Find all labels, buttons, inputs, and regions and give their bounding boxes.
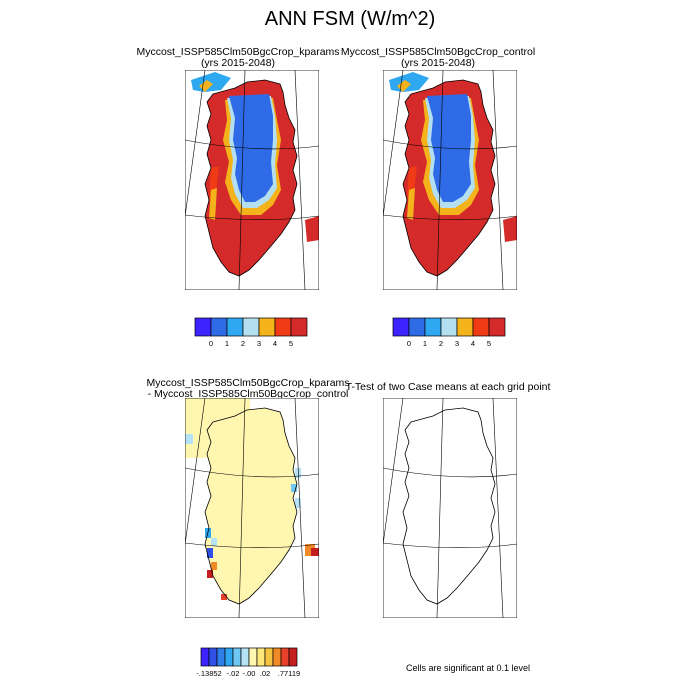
colorbar-control: 0 1 2 3 4 5 [392, 317, 506, 348]
colorbar-swatch [248, 647, 258, 667]
colorbar-swatch [194, 317, 212, 337]
panel-3-case: Myccost_ISSP585Clm50BgcCrop_kparams [146, 377, 350, 389]
colorbar-swatch [200, 647, 210, 667]
colorbar-label: 1 [225, 339, 229, 348]
panel-3-diff: - Myccost_ISSP585Clm50BgcCrop_control [147, 388, 349, 400]
colorbar-label: -.00 [243, 669, 256, 678]
panel-2-case: Myccost_ISSP585Clm50BgcCrop_control [340, 46, 536, 58]
colorbar-label: 4 [273, 339, 277, 348]
colorbar-label: 2 [439, 339, 443, 348]
colorbar-swatch [226, 317, 244, 337]
colorbar-swatch [210, 317, 228, 337]
colorbar-label: 0 [407, 339, 411, 348]
colorbar-swatch [208, 647, 218, 667]
colorbar-swatch [224, 647, 234, 667]
page-title: ANN FSM (W/m^2) [264, 8, 436, 30]
colorbar-swatch [488, 317, 506, 337]
significance-note: Cells are significant at 0.1 level [405, 663, 531, 673]
colorbar-label: 4 [471, 339, 475, 348]
colorbar-swatch [272, 647, 282, 667]
colorbar-swatch [216, 647, 226, 667]
colorbar-swatch [232, 647, 242, 667]
colorbar-label: 1 [423, 339, 427, 348]
colorbar-label: -.13852 [196, 669, 221, 678]
colorbar-label: 3 [455, 339, 459, 348]
colorbar-swatch [258, 317, 276, 337]
colorbar-swatch [472, 317, 490, 337]
colorbar-label: -.02 [227, 669, 240, 678]
colorbar-label: .02 [260, 669, 270, 678]
colorbar-label: 5 [289, 339, 293, 348]
colorbar-swatch [424, 317, 442, 337]
colorbar-difference: -.13852 -.02 -.00 .02 .77119 [196, 647, 300, 678]
colorbar-label: 3 [257, 339, 261, 348]
colorbar-swatch [264, 647, 274, 667]
colorbar-swatch [440, 317, 458, 337]
colorbar-swatch [240, 647, 250, 667]
panel-2-years: (yrs 2015-2048) [400, 57, 476, 69]
map-panel-control [383, 70, 517, 290]
colorbar-swatch [242, 317, 260, 337]
colorbar-label: .77119 [278, 669, 300, 678]
panel-4-title: T-Test of two Case means at each grid po… [340, 382, 556, 393]
colorbar-label: 0 [209, 339, 213, 348]
colorbar-label: 2 [241, 339, 245, 348]
colorbar-swatch [274, 317, 292, 337]
map-panel-difference [185, 398, 319, 618]
panel-4-case: T-Test of two Case means at each grid po… [345, 381, 551, 393]
colorbar-label: 5 [487, 339, 491, 348]
panel-1-case: Myccost_ISSP585Clm50BgcCrop_kparams [136, 46, 340, 58]
panel-1-title: Myccost_ISSP585Clm50BgcCrop_kparams (yrs… [130, 47, 346, 69]
colorbar-swatch [408, 317, 426, 337]
colorbar-swatch [280, 647, 290, 667]
colorbar-swatch [392, 317, 410, 337]
panel-3-title: Myccost_ISSP585Clm50BgcCrop_kparams - My… [140, 378, 356, 400]
colorbar-kparams: 0 1 2 3 4 5 [194, 317, 308, 348]
panel-1-years: (yrs 2015-2048) [200, 57, 276, 69]
map-panel-kparams [185, 70, 319, 290]
colorbar-swatch [290, 317, 308, 337]
panel-2-title: Myccost_ISSP585Clm50BgcCrop_control (yrs… [330, 47, 546, 69]
colorbar-swatch [456, 317, 474, 337]
colorbar-swatch [288, 647, 298, 667]
map-panel-ttest [383, 398, 517, 618]
colorbar-swatch [256, 647, 266, 667]
